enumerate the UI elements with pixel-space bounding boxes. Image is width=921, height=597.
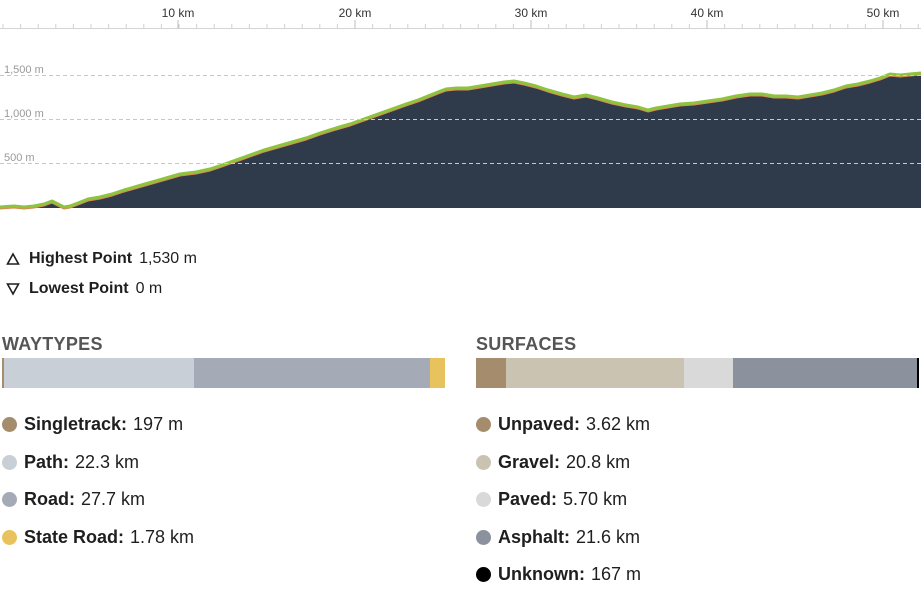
distance-tick-label: 20 km — [339, 6, 372, 20]
legend-label: Gravel: — [498, 451, 561, 472]
distance-tick-label: 50 km — [867, 6, 900, 20]
waytypes-legend: Singletrack: 197 m Path: 22.3 km Road: 2… — [2, 406, 445, 556]
legend-item-gravel: Gravel: 20.8 km — [476, 444, 919, 482]
color-dot-icon — [476, 529, 491, 545]
color-dot-icon — [476, 417, 491, 433]
surface-segment-paved[interactable] — [684, 358, 733, 388]
legend-item-asphalt: Asphalt: 21.6 km — [476, 519, 919, 557]
distance-tick-label: 10 km — [162, 6, 195, 20]
surfaces-legend: Unpaved: 3.62 km Gravel: 20.8 km Paved: … — [476, 406, 919, 594]
legend-label: Path: — [24, 451, 69, 472]
legend-label: Road: — [24, 489, 75, 510]
legend-item-state-road: State Road: 1.78 km — [2, 519, 445, 557]
waytypes-title: WAYTYPES — [2, 334, 103, 354]
distance-minor-ticks — [2, 24, 919, 29]
legend-value: 22.3 km — [75, 451, 140, 472]
legend-value: 5.70 km — [563, 489, 628, 510]
highest-point-value: 1,530 m — [139, 250, 197, 267]
elevation-tick-label: 500 m — [4, 152, 35, 164]
waytype-segment-path[interactable] — [4, 358, 194, 388]
waytype-segment-state-road[interactable] — [430, 358, 445, 388]
terrain-outline — [0, 71, 921, 209]
elevation-tick-label: 1,000 m — [4, 108, 44, 120]
triangle-down-icon — [6, 283, 20, 296]
color-dot-icon — [2, 492, 17, 508]
surface-segment-gravel[interactable] — [506, 358, 684, 388]
lowest-point-label: Lowest Point — [29, 280, 129, 297]
legend-label: Singletrack: — [24, 414, 128, 435]
color-dot-icon — [476, 567, 491, 583]
legend-value: 27.7 km — [81, 489, 146, 510]
lowest-point-row: Lowest Point 0 m — [6, 274, 197, 304]
waytype-segment-road[interactable] — [194, 358, 430, 388]
legend-item-paved: Paved: 5.70 km — [476, 481, 919, 519]
elevation-stats: Highest Point 1,530 m Lowest Point 0 m — [6, 244, 197, 304]
highest-point-row: Highest Point 1,530 m — [6, 244, 197, 274]
terrain-area — [0, 73, 921, 208]
legend-label: State Road: — [24, 526, 125, 547]
legend-item-unknown: Unknown: 167 m — [476, 556, 919, 594]
triangle-up-icon — [6, 252, 20, 265]
legend-item-singletrack: Singletrack: 197 m — [2, 406, 445, 444]
surface-segment-unknown[interactable] — [917, 358, 919, 388]
color-dot-icon — [476, 454, 491, 470]
legend-value: 21.6 km — [576, 526, 641, 547]
surface-segment-asphalt[interactable] — [733, 358, 917, 388]
legend-value: 20.8 km — [566, 451, 631, 472]
legend-label: Paved: — [498, 489, 558, 510]
legend-value: 1.78 km — [130, 526, 195, 547]
legend-item-unpaved: Unpaved: 3.62 km — [476, 406, 919, 444]
distance-major-ticks — [177, 20, 884, 29]
legend-value: 3.62 km — [586, 414, 651, 435]
surfaces-bar[interactable] — [476, 358, 919, 388]
color-dot-icon — [476, 492, 491, 508]
legend-value: 167 m — [591, 564, 642, 585]
elevation-tick-label: 1,500 m — [4, 64, 44, 76]
distance-tick-label: 30 km — [515, 6, 548, 20]
legend-item-path: Path: 22.3 km — [2, 444, 445, 482]
color-dot-icon — [2, 529, 17, 545]
elevation-chart: 10 km 20 km 30 km 40 km 50 km 1,500 m 1,… — [0, 6, 921, 210]
surfaces-title: SURFACES — [476, 334, 577, 354]
surface-segment-unpaved[interactable] — [476, 358, 506, 388]
elevation-profile[interactable]: 10 km 20 km 30 km 40 km 50 km 1,500 m 1,… — [0, 0, 921, 210]
legend-label: Unpaved: — [498, 414, 581, 435]
color-dot-icon — [2, 454, 17, 470]
surfaces-panel: SURFACES Unpaved: 3.62 km Gravel: 20.8 k… — [476, 334, 919, 594]
waytypes-panel: WAYTYPES Singletrack: 197 m Path: 22.3 k… — [2, 334, 445, 556]
legend-label: Asphalt: — [498, 526, 570, 547]
lowest-point-value: 0 m — [135, 280, 163, 297]
waytypes-bar[interactable] — [2, 358, 445, 388]
legend-label: Unknown: — [498, 564, 585, 585]
legend-item-road: Road: 27.7 km — [2, 481, 445, 519]
waytype-segment-singletrack[interactable] — [2, 358, 4, 388]
distance-tick-label: 40 km — [691, 6, 724, 20]
legend-value: 197 m — [133, 414, 184, 435]
color-dot-icon — [2, 417, 17, 433]
highest-point-label: Highest Point — [29, 250, 133, 267]
